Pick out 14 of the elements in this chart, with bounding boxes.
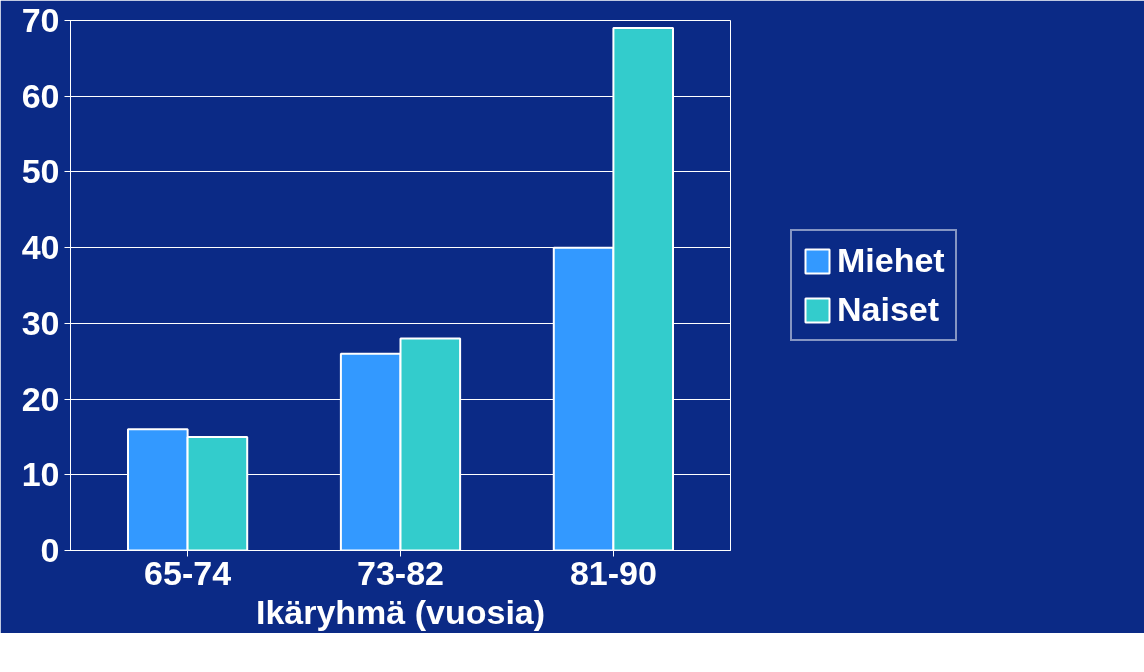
- x-tick-label: 73-82: [357, 553, 444, 592]
- y-tick-label: 40: [21, 228, 60, 267]
- y-tick-label: 70: [21, 1, 60, 39]
- y-tick-label: 60: [21, 76, 60, 115]
- y-tick-label: 0: [40, 531, 60, 569]
- legend-label: Miehet: [837, 241, 945, 280]
- x-tick-label: 81-90: [569, 553, 657, 592]
- y-tick-label: 50: [21, 152, 60, 191]
- x-tick-label: 65-74: [144, 553, 232, 592]
- x-axis-title: Ikäryhmä (vuosia): [255, 592, 546, 631]
- y-tick-label: 10: [21, 455, 60, 494]
- legend-label: Naiset: [837, 290, 940, 329]
- y-tick-label: 20: [21, 379, 60, 418]
- y-tick-label: 30: [21, 303, 60, 342]
